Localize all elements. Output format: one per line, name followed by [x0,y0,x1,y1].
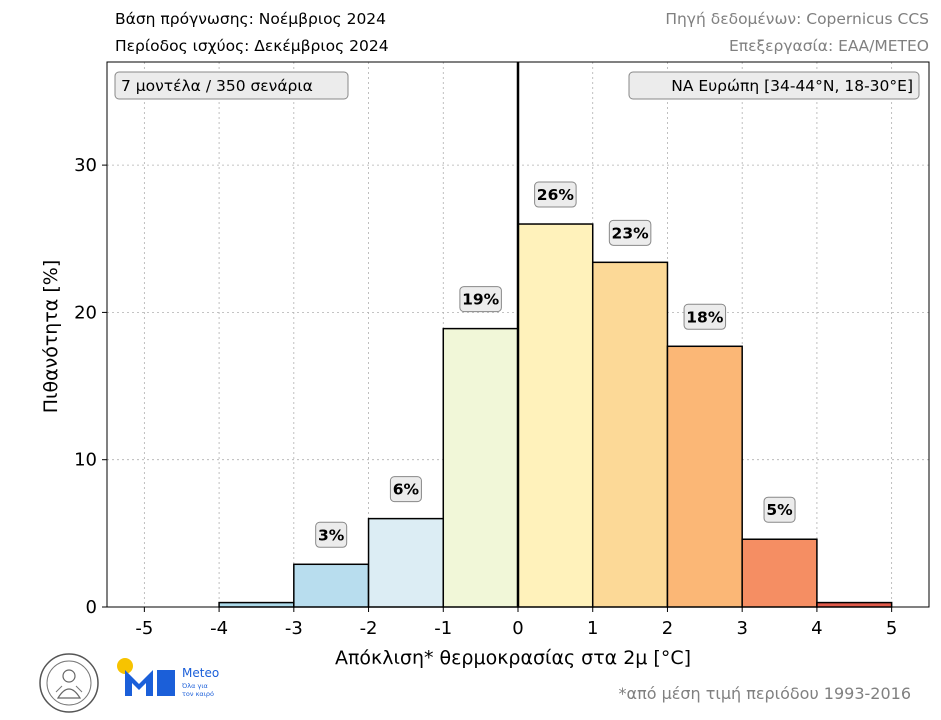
processing-label: Επεξεργασία: ΕΑΑ/METEO [728,37,929,55]
bar-value-label: 23% [612,224,650,242]
histogram-bar [816,601,893,608]
histogram-bar [293,563,370,608]
bar-value-label-box [389,476,422,503]
x-tick-label: 1 [587,618,598,639]
bar-value-label-box [763,496,796,523]
forecast-base-label: Βάση πρόγνωσης: Νοέμβριος 2024 [115,10,387,28]
meteo-tagline-1: Όλα για [182,682,208,690]
bar-value-label-box [608,219,652,246]
bar-value-label-box [534,181,577,208]
x-tick-label: 4 [811,618,822,639]
scenario-annotation: 7 μοντέλα / 350 σενάρια [121,77,313,95]
x-tick-label: 2 [662,618,673,639]
bar-value-label: 26% [537,186,575,204]
region-annotation-box [628,71,920,100]
data-source-label: Πηγή δεδομένων: Copernicus CCS [665,10,929,28]
x-tick-label: 3 [736,618,747,639]
x-tick-label: -1 [434,618,452,639]
footnote: *από μέση τιμή περιόδου 1993-2016 [618,684,911,703]
bar-value-label: 19% [462,291,500,309]
x-tick-label: -5 [135,618,153,639]
y-tick-label: 10 [74,450,97,471]
meteo-tagline-2: τον καιρό [182,690,215,698]
x-tick-label: 5 [886,618,897,639]
scenario-annotation-box [114,71,349,100]
academy-seal-logo [39,653,99,713]
x-tick-label: 0 [512,618,523,639]
bar-value-label-box [315,521,348,548]
meteo-name: Meteo [182,666,220,680]
x-axis-label: Απόκλιση* θερμοκρασίας στα 2μ [°C] [335,647,691,669]
bar-value-label: 3% [318,526,345,544]
histogram-bar [591,261,669,608]
histogram-bar [666,345,743,608]
y-tick-label: 20 [74,302,97,323]
bar-value-label: 18% [686,308,724,326]
x-tick-label: -3 [285,618,303,639]
bar-value-label: 5% [766,501,793,519]
histogram-bar [367,517,445,608]
y-tick-label: 0 [86,597,97,618]
bar-value-label: 6% [393,481,420,499]
histogram-bar [218,601,295,608]
meteo-logo: Meteo Όλα για τον καιρό [115,656,230,706]
valid-period-label: Περίοδος ισχύος: Δεκέμβριος 2024 [115,37,389,55]
bar-value-label-box [683,303,727,330]
histogram-bar [517,223,594,608]
x-tick-label: -2 [360,618,378,639]
y-axis-label: Πιθανότητα [%] [40,260,62,413]
x-tick-label: -4 [210,618,228,639]
region-annotation: ΝΑ Ευρώπη [34-44°N, 18-30°E] [671,77,913,95]
histogram-bar [741,538,818,608]
y-tick-label: 30 [74,155,97,176]
bar-value-label-box [459,286,502,313]
histogram-bar [442,327,519,608]
